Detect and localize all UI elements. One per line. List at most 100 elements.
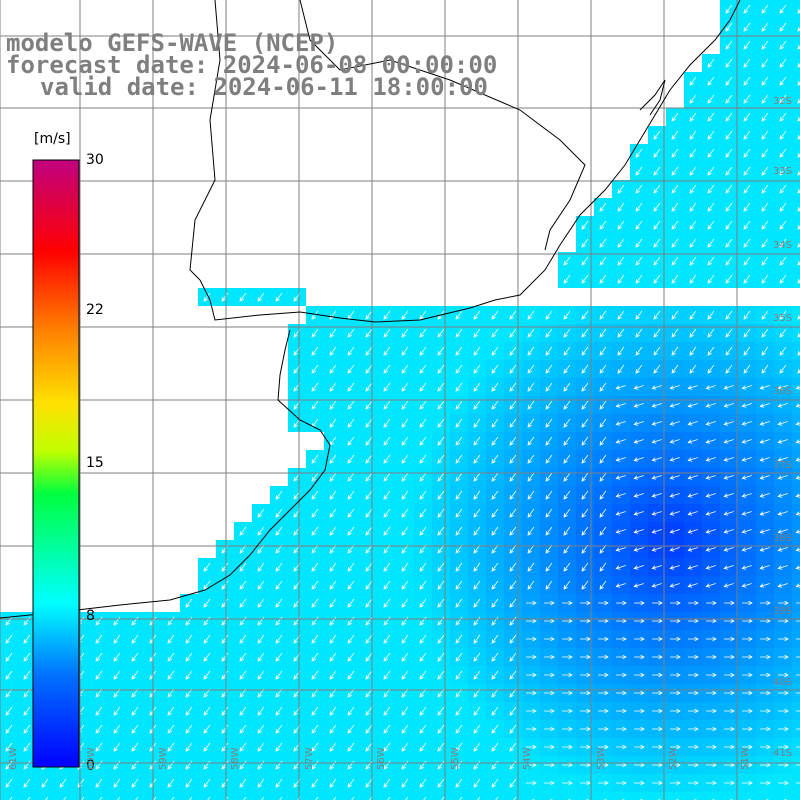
- wind-arrow: [797, 135, 800, 140]
- wind-arrow: [383, 724, 391, 734]
- wind-speed-cell: [108, 792, 126, 800]
- wind-arrow: [759, 493, 770, 498]
- wind-arrow: [203, 292, 211, 302]
- wind-arrow: [383, 472, 391, 482]
- wind-arrow: [777, 529, 788, 534]
- wind-arrow: [725, 346, 733, 356]
- wind-arrow: [652, 762, 663, 768]
- wind-arrow: [221, 652, 229, 662]
- wind-arrow: [113, 634, 121, 644]
- wind-arrow: [562, 780, 573, 786]
- wind-arrow: [779, 328, 787, 338]
- wind-arrow: [723, 493, 734, 498]
- wind-arrow: [777, 385, 788, 390]
- wind-speed-cell: [414, 792, 432, 800]
- wind-arrow: [347, 670, 355, 680]
- wind-arrow: [687, 529, 698, 534]
- wind-arrow: [689, 364, 697, 374]
- wind-arrow: [455, 580, 463, 590]
- wind-arrow: [653, 310, 661, 320]
- wind-arrow: [599, 274, 607, 284]
- wind-arrow: [383, 670, 391, 680]
- wind-arrow: [365, 382, 373, 392]
- border-brazil: [299, 0, 586, 251]
- wind-arrow: [329, 328, 337, 338]
- wind-arrow: [598, 726, 609, 732]
- wind-arrow: [383, 490, 391, 500]
- wind-arrow: [670, 708, 681, 714]
- wind-arrow: [759, 547, 770, 552]
- wind-arrow: [796, 692, 800, 694]
- wind-arrow: [311, 634, 319, 644]
- wind-arrow: [455, 346, 463, 356]
- wind-arrow: [651, 457, 662, 462]
- wind-arrow: [455, 508, 463, 518]
- wind-arrow: [741, 403, 752, 408]
- wind-arrow: [581, 346, 589, 356]
- colorbar-unit: [m/s]: [34, 131, 71, 147]
- wind-arrow: [669, 511, 680, 516]
- wind-arrow: [203, 742, 211, 752]
- wind-arrow: [113, 670, 121, 680]
- wind-arrow: [761, 76, 769, 86]
- wind-arrow: [599, 382, 607, 392]
- wind-arrow: [563, 436, 571, 446]
- wind-arrow: [5, 778, 13, 788]
- wind-arrow: [723, 439, 734, 444]
- wind-arrow: [365, 454, 373, 464]
- wind-arrow: [617, 184, 625, 194]
- wind-arrow: [760, 744, 771, 750]
- wind-arrow: [797, 315, 800, 320]
- wind-arrow: [513, 796, 517, 800]
- wind-arrow: [671, 364, 679, 374]
- wind-arrow: [311, 760, 319, 770]
- wind-arrow: [779, 166, 787, 176]
- wind-arrow: [689, 220, 697, 230]
- wind-arrow: [689, 130, 697, 140]
- wind-arrow: [5, 724, 13, 734]
- wind-arrow: [311, 670, 319, 680]
- wind-arrow: [562, 708, 573, 714]
- wind-arrow: [651, 439, 662, 444]
- wind-arrow: [652, 600, 663, 606]
- wind-arrow: [527, 400, 535, 410]
- wind-arrow: [779, 40, 787, 50]
- wind-arrow: [689, 94, 697, 104]
- wind-arrow: [616, 708, 627, 714]
- wind-arrow: [761, 166, 769, 176]
- wind-arrow: [347, 598, 355, 608]
- wind-arrow: [671, 328, 679, 338]
- wind-arrow: [239, 598, 247, 608]
- wind-arrow: [257, 634, 265, 644]
- wind-speed-cell: [792, 18, 800, 36]
- wind-arrow: [616, 780, 627, 786]
- wind-arrow: [311, 598, 319, 608]
- wind-arrow: [185, 670, 193, 680]
- wind-arrow: [688, 744, 699, 750]
- wind-arrow: [761, 274, 769, 284]
- wind-arrow: [544, 672, 555, 678]
- wind-speed-cell: [36, 792, 54, 800]
- wind-arrow: [742, 762, 753, 768]
- wind-speed-cell: [792, 576, 800, 594]
- lat-label-35s: 35S: [773, 313, 793, 324]
- wind-arrow: [239, 292, 247, 302]
- wind-arrow: [257, 760, 265, 770]
- wind-arrow: [526, 762, 537, 768]
- wind-arrow: [383, 328, 391, 338]
- colorbar-tick-15: 15: [86, 455, 104, 471]
- wind-arrow: [221, 598, 229, 608]
- lon-label-53w: 53W: [596, 747, 607, 770]
- lat-label-38s: 38S: [773, 533, 793, 544]
- wind-arrow: [275, 508, 283, 518]
- wind-arrow: [599, 580, 607, 590]
- wind-arrow: [797, 117, 800, 122]
- wind-arrow: [365, 328, 373, 338]
- wind-arrow: [185, 760, 193, 770]
- wind-arrow: [706, 780, 717, 786]
- wind-arrow: [653, 130, 661, 140]
- wind-arrow: [777, 457, 788, 462]
- wind-arrow: [760, 600, 771, 606]
- wind-arrow: [599, 256, 607, 266]
- wind-arrow: [131, 724, 139, 734]
